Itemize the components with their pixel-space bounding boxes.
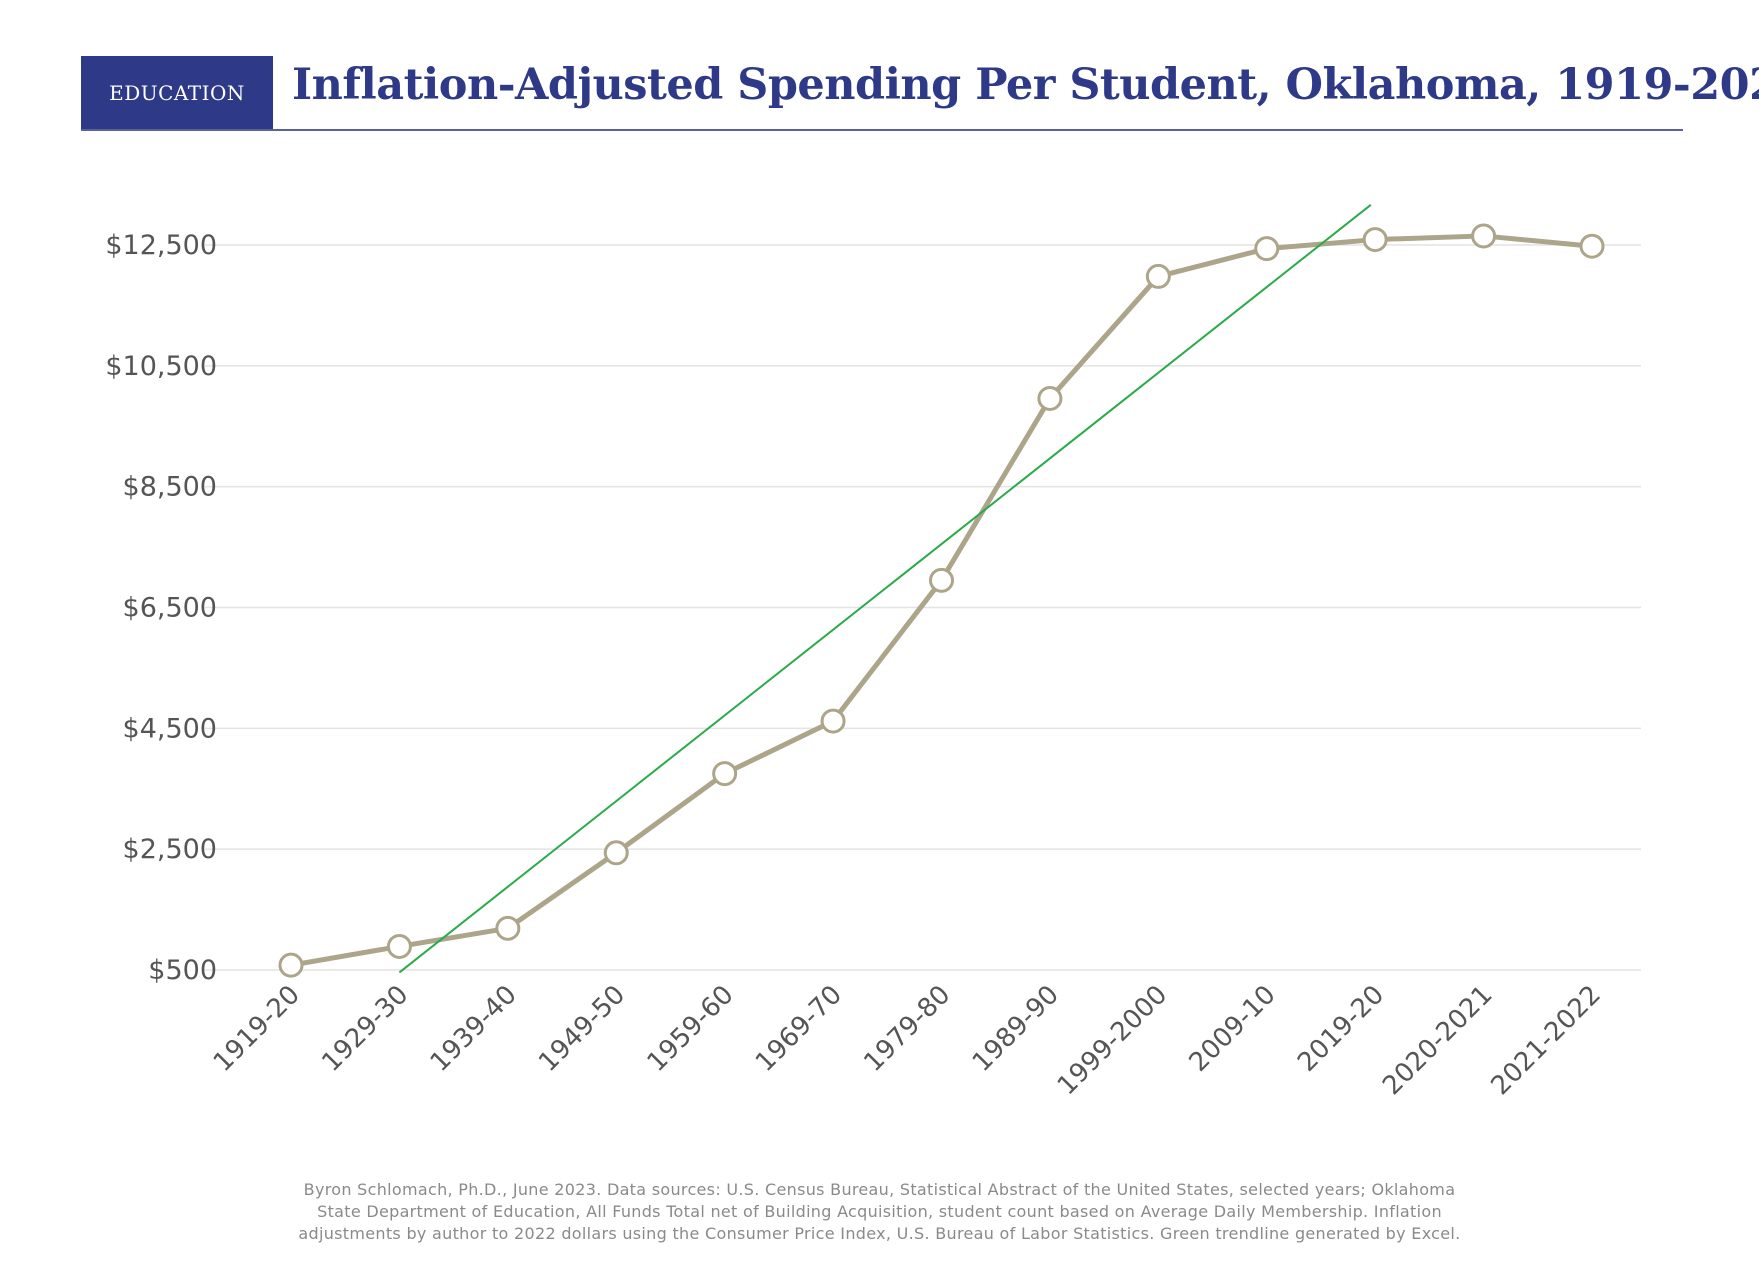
x-tick-label: 1969-70: [750, 980, 848, 1078]
data-point: [278, 952, 304, 978]
x-tick-label: 1979-80: [858, 980, 956, 1078]
title-underline: [81, 129, 1683, 131]
x-tick-label: 2021-2022: [1486, 980, 1607, 1101]
y-tick-label: $2,500: [123, 834, 217, 865]
y-tick-label: $10,500: [105, 351, 217, 382]
x-tick-label: 1919-20: [208, 980, 306, 1078]
x-tick-label: 1999-2000: [1052, 980, 1173, 1101]
data-point: [712, 761, 738, 787]
x-tick-label: 1929-30: [316, 980, 414, 1078]
x-tick-label: 2009-10: [1184, 980, 1282, 1078]
x-tick-label: 2020-2021: [1377, 980, 1498, 1101]
source-note-line: State Department of Education, All Funds…: [317, 1202, 1442, 1221]
data-point: [603, 840, 629, 866]
y-tick-label: $6,500: [123, 593, 217, 624]
data-point: [1145, 263, 1171, 289]
data-point: [1037, 385, 1063, 411]
category-badge: EDUCATION: [81, 56, 273, 130]
data-point: [929, 567, 954, 593]
x-tick-label: 1949-50: [533, 980, 631, 1078]
series-line: [290, 233, 1593, 968]
data-point: [820, 708, 846, 734]
x-tick-label: 2019-20: [1292, 980, 1390, 1078]
source-note: Byron Schlomach, Ph.D., June 2023. Data …: [0, 1179, 1759, 1245]
trendline: [398, 204, 1372, 974]
source-note-line: Byron Schlomach, Ph.D., June 2023. Data …: [303, 1180, 1456, 1199]
data-point: [1579, 233, 1605, 259]
data-point: [386, 933, 412, 959]
x-tick-label: 1959-60: [642, 980, 740, 1078]
data-point: [1471, 223, 1497, 249]
data-point: [1362, 227, 1388, 253]
y-tick-label: $8,500: [123, 472, 217, 503]
source-note-line: adjustments by author to 2022 dollars us…: [298, 1224, 1461, 1243]
chart-title: Inflation-Adjusted Spending Per Student,…: [292, 60, 1759, 110]
data-point: [495, 915, 521, 941]
x-tick-label: 1989-90: [967, 980, 1065, 1078]
data-point: [1254, 236, 1280, 262]
y-tick-label: $12,500: [105, 230, 217, 261]
x-tick-label: 1939-40: [425, 980, 523, 1078]
y-tick-label: $4,500: [123, 713, 217, 744]
y-tick-label: $500: [148, 955, 217, 986]
